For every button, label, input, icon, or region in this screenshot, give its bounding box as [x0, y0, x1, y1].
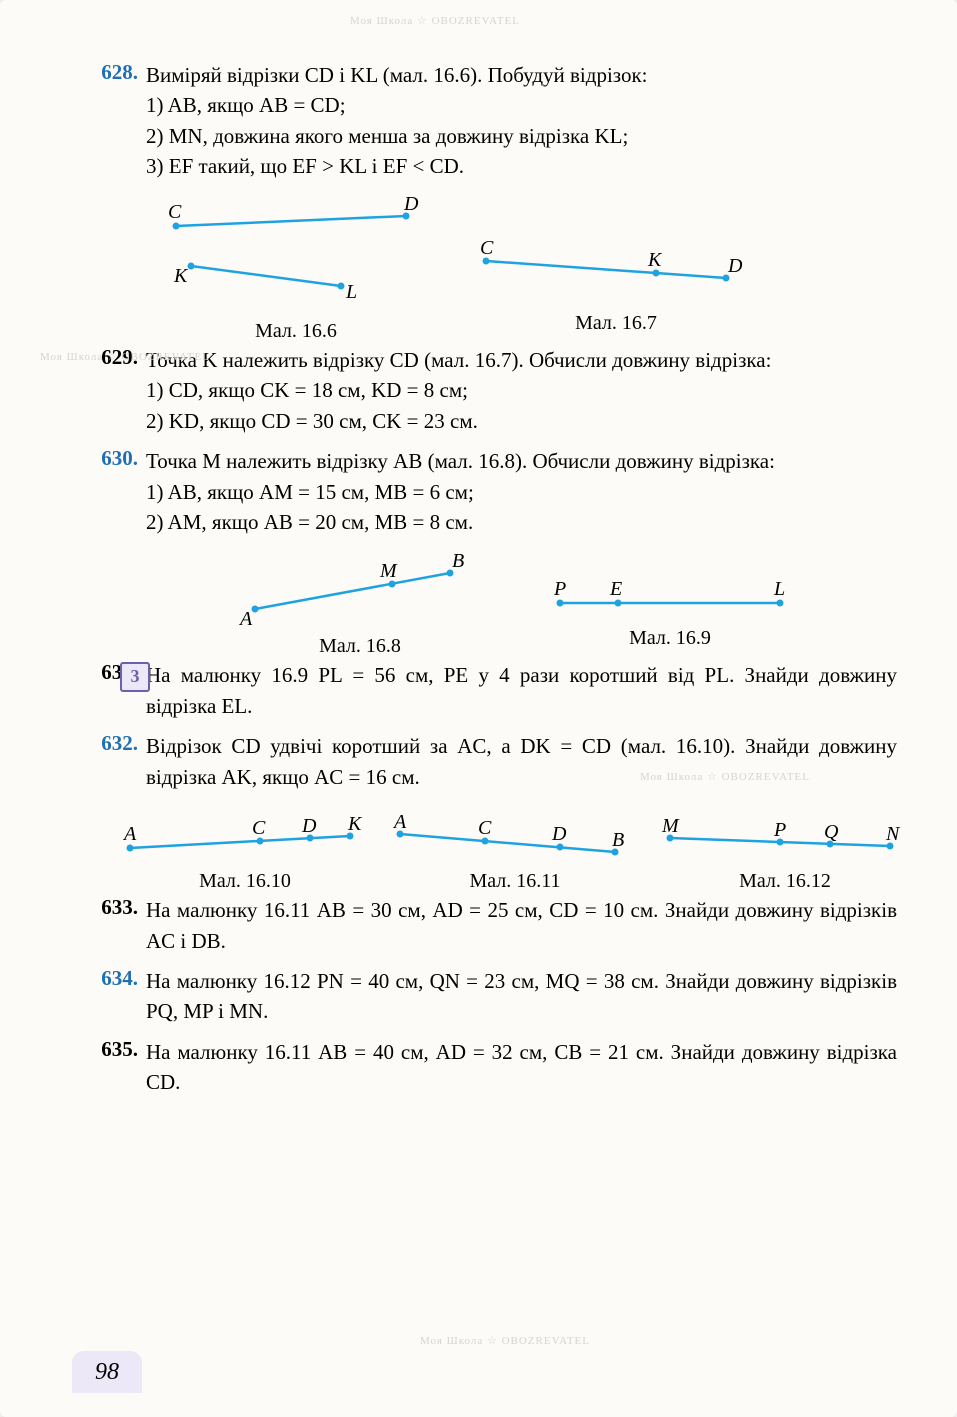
figure-row-3: A C D K Мал. 16.10 A C D B Мал. 16.11: [120, 806, 897, 893]
watermark: Моя Школа ☆ OBOZREVATEL: [420, 1334, 590, 1347]
figure-16-12: M P Q N Мал. 16.12: [660, 806, 910, 893]
task-number: 630.: [80, 446, 146, 471]
line: 2) KD, якщо CD = 30 см, CK = 23 см.: [146, 409, 478, 433]
task-630: 630. Точка M належить відрізку AB (мал. …: [80, 446, 897, 537]
task-text: На малюнку 16.12 PN = 40 см, QN = 23 см,…: [146, 966, 897, 1027]
figure-caption: Мал. 16.10: [199, 870, 291, 893]
figure-caption: Мал. 16.7: [575, 312, 657, 335]
task-number: 628.: [80, 60, 146, 85]
figure-caption: Мал. 16.8: [319, 635, 401, 658]
task-629: 629. Точка K належить відрізку CD (мал. …: [80, 345, 897, 436]
svg-text:L: L: [773, 578, 785, 600]
svg-text:C: C: [480, 237, 494, 259]
svg-text:B: B: [612, 829, 624, 851]
task-number: 629.: [80, 345, 146, 370]
task-632: 632. Відрізок CD удвічі коротший за AC, …: [80, 731, 897, 792]
line: Виміряй відрізки CD і KL (мал. 16.6). По…: [146, 63, 648, 87]
figure-16-7: C K D Мал. 16.7: [466, 236, 766, 343]
task-number: 632.: [80, 731, 146, 756]
svg-text:L: L: [345, 281, 357, 303]
svg-text:C: C: [168, 201, 182, 223]
svg-text:D: D: [403, 196, 419, 215]
segments-svg-16-12: M P Q N: [660, 806, 910, 866]
svg-text:A: A: [392, 811, 407, 833]
task-number: 634.: [80, 966, 146, 991]
task-text: Точка K належить відрізку CD (мал. 16.7)…: [146, 345, 897, 436]
svg-text:Q: Q: [824, 821, 839, 843]
figure-caption: Мал. 16.6: [255, 320, 337, 343]
task-634: 634. На малюнку 16.12 PN = 40 см, QN = 2…: [80, 966, 897, 1027]
line: 1) AB, якщо AM = 15 см, MB = 6 см;: [146, 480, 474, 504]
svg-text:K: K: [647, 249, 663, 271]
svg-text:P: P: [773, 819, 786, 841]
figure-caption: Мал. 16.9: [629, 627, 711, 650]
line: 3) EF такий, що EF > KL і EF < CD.: [146, 154, 464, 178]
svg-text:E: E: [609, 578, 622, 600]
task-635: 635. На малюнку 16.11 AB = 40 см, AD = 3…: [80, 1037, 897, 1098]
task-text: На малюнку 16.11 AB = 40 см, AD = 32 см,…: [146, 1037, 897, 1098]
svg-text:D: D: [301, 815, 317, 837]
task-text: Відрізок CD удвічі коротший за AC, а DK …: [146, 731, 897, 792]
line: 2) MN, довжина якого менша за довжину ві…: [146, 124, 628, 148]
page-number: 98: [72, 1351, 142, 1393]
figure-caption: Мал. 16.11: [469, 870, 560, 893]
figure-16-9: P E L Мал. 16.9: [540, 563, 800, 658]
svg-text:K: K: [173, 265, 189, 287]
line: 2) AM, якщо AB = 20 см, MB = 8 см.: [146, 510, 473, 534]
figure-caption: Мал. 16.12: [739, 870, 831, 893]
figure-16-8: A M B Мал. 16.8: [230, 551, 490, 658]
segments-svg-16-11: A C D B: [390, 806, 640, 866]
task-text: Виміряй відрізки CD і KL (мал. 16.6). По…: [146, 60, 897, 182]
line: 1) CD, якщо CK = 18 см, KD = 8 см;: [146, 378, 468, 402]
task-number: 635.: [80, 1037, 146, 1062]
segments-svg-16-7: C K D: [466, 236, 766, 308]
svg-text:M: M: [661, 815, 680, 837]
svg-text:D: D: [727, 255, 743, 277]
task-628: 628. Виміряй відрізки CD і KL (мал. 16.6…: [80, 60, 897, 182]
textbook-page: Моя Школа ☆ OBOZREVATEL Моя Школа ☆ OBOZ…: [0, 0, 957, 1417]
task-number: 633.: [80, 895, 146, 920]
svg-text:D: D: [551, 823, 567, 845]
task-text: На малюнку 16.11 AB = 30 см, AD = 25 см,…: [146, 895, 897, 956]
line: 1) AB, якщо AB = CD;: [146, 93, 346, 117]
svg-text:A: A: [238, 608, 253, 630]
difficulty-badge: 3: [120, 662, 150, 692]
svg-text:K: K: [347, 813, 363, 835]
svg-text:M: M: [379, 560, 398, 582]
figure-row-2: A M B Мал. 16.8 P E L Мал. 16.9: [230, 551, 897, 658]
line: Точка M належить відрізку AB (мал. 16.8)…: [146, 449, 775, 473]
svg-text:C: C: [252, 817, 266, 839]
figure-16-6: C D K L Мал. 16.6: [146, 196, 446, 343]
svg-text:N: N: [885, 823, 901, 845]
task-631-row: 3 631. На малюнку 16.9 PL = 56 см, PE у …: [80, 660, 897, 721]
watermark: Моя Школа ☆ OBOZREVATEL: [350, 14, 520, 27]
figure-16-10: A C D K Мал. 16.10: [120, 806, 370, 893]
segments-svg-16-8: A M B: [230, 551, 490, 631]
task-633: 633. На малюнку 16.11 AB = 30 см, AD = 2…: [80, 895, 897, 956]
task-631: 631. На малюнку 16.9 PL = 56 см, PE у 4 …: [80, 660, 897, 721]
svg-text:C: C: [478, 817, 492, 839]
task-text: На малюнку 16.9 PL = 56 см, PE у 4 рази …: [146, 660, 897, 721]
segments-svg-16-9: P E L: [540, 563, 800, 623]
line: Точка K належить відрізку CD (мал. 16.7)…: [146, 348, 771, 372]
figure-16-11: A C D B Мал. 16.11: [390, 806, 640, 893]
task-text: Точка M належить відрізку AB (мал. 16.8)…: [146, 446, 897, 537]
segments-svg-16-6: C D K L: [146, 196, 446, 316]
svg-text:P: P: [553, 578, 566, 600]
svg-text:A: A: [122, 823, 137, 845]
figure-row-1: C D K L Мал. 16.6 C K D Мал. 16.7: [146, 196, 897, 343]
svg-text:B: B: [452, 551, 464, 572]
segments-svg-16-10: A C D K: [120, 806, 370, 866]
